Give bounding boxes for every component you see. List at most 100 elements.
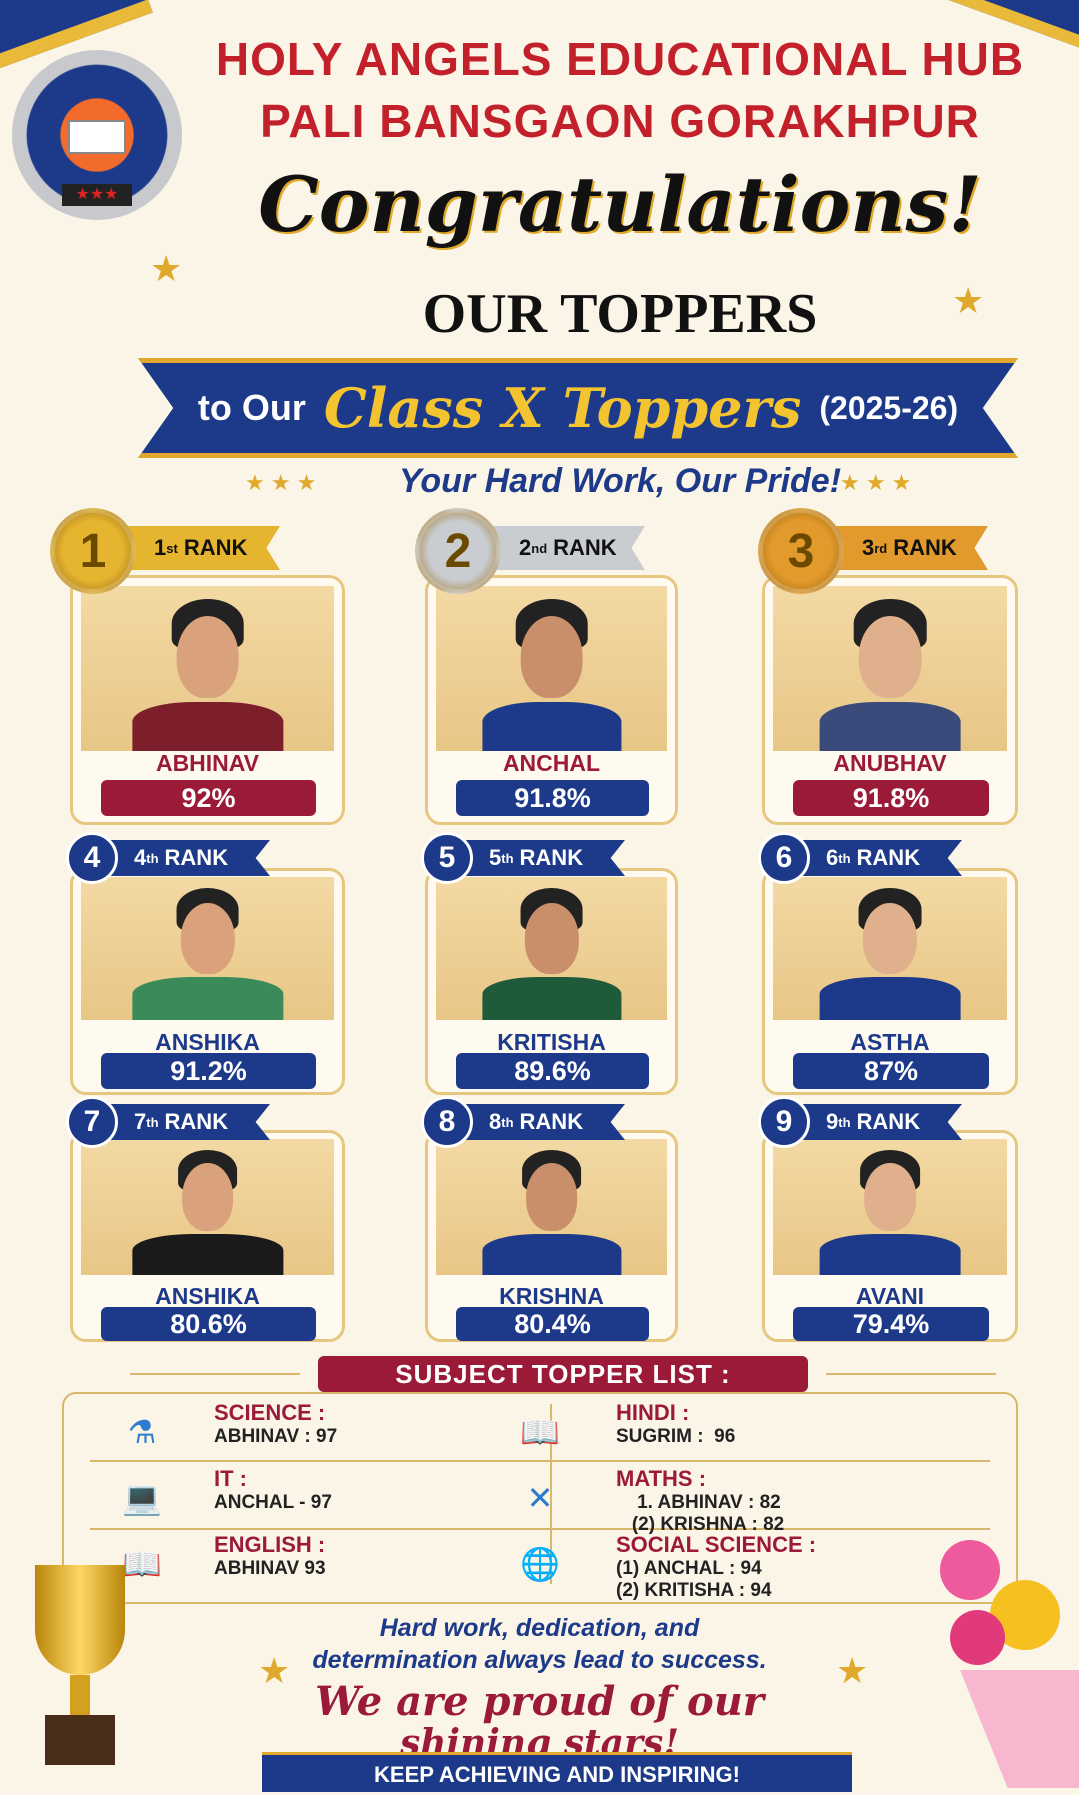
subject-topper: ABHINAV 93 <box>214 1558 326 1579</box>
subject-topper-title: SUBJECT TOPPER LIST : <box>318 1356 808 1392</box>
rank-number: 2 <box>519 535 532 560</box>
topper-card: KRITISHA 89.6% <box>425 868 678 1095</box>
subject-entry: IT : ANCHAL - 97 <box>214 1466 332 1514</box>
star-icon: ★ <box>952 280 985 321</box>
star-icon: ★ <box>150 248 183 289</box>
subject-name: SOCIAL SCIENCE : <box>616 1532 817 1557</box>
student-photo <box>436 877 667 1020</box>
globe-icon: 🌐 <box>520 1546 560 1582</box>
student-percentage: 91.2% <box>101 1053 316 1089</box>
school-logo: ★★★ <box>12 50 182 220</box>
star-icon: ★ ★ ★ <box>840 470 912 495</box>
student-name: ANCHAL <box>502 750 601 776</box>
star-icon: ★ ★ ★ <box>245 470 317 495</box>
flower-bouquet-icon <box>930 1540 1079 1788</box>
book-icon <box>68 120 126 154</box>
laptop-icon: 💻 <box>122 1480 162 1516</box>
student-name: ANSHIKA <box>155 1283 260 1309</box>
subject-topper: (1) ANCHAL : 94 (2) KRITISHA : 94 <box>616 1558 772 1601</box>
class-banner: to Our Class X Toppers (2025-26) <box>138 358 1018 458</box>
rank-number: 4 <box>134 845 147 870</box>
quote-line-1: Hard work, dedication, and <box>379 1614 700 1642</box>
rank-text: RANK <box>519 1109 584 1134</box>
divider <box>90 1460 990 1462</box>
rank-text: RANK <box>856 845 921 870</box>
student-photo <box>81 1139 334 1275</box>
rank-ordinal: th <box>146 850 159 866</box>
rank-ordinal: th <box>501 850 514 866</box>
student-name: AVANI <box>855 1283 925 1309</box>
subject-topper: SUGRIM : 96 <box>616 1426 736 1447</box>
student-photo <box>773 877 1007 1020</box>
rank-ordinal: th <box>838 850 851 866</box>
rank-number: 5 <box>489 845 502 870</box>
rank-text: RANK <box>164 845 229 870</box>
student-name: ASTHA <box>850 1029 930 1055</box>
subject-entry: SOCIAL SCIENCE : (1) ANCHAL : 94 (2) KRI… <box>616 1532 816 1602</box>
rank-number: 9 <box>826 1109 839 1134</box>
subject-name: ENGLISH : <box>214 1532 326 1557</box>
topper-card: KRISHNA 80.4% <box>425 1130 678 1342</box>
subject-name: HINDI : <box>616 1400 690 1425</box>
banner-year: (2025-26) <box>819 389 959 426</box>
rank-ordinal: th <box>838 1114 851 1130</box>
trophy-icon <box>10 1565 150 1765</box>
rank-number: 6 <box>826 845 839 870</box>
rank-ordinal: th <box>146 1114 159 1130</box>
star-icon: ★★★ <box>62 184 132 206</box>
footer-ribbon: KEEP ACHIEVING AND INSPIRING! <box>262 1752 852 1792</box>
student-photo <box>81 877 334 1020</box>
student-percentage: 87% <box>793 1053 989 1089</box>
divider <box>550 1404 552 1584</box>
rank-number-badge: 7 <box>66 1096 118 1148</box>
subject-topper-list: ⚗ SCIENCE : ABHINAV : 97 📖 HINDI : SUGRIM… <box>62 1392 1018 1604</box>
school-name: HOLY ANGELS EDUCATIONAL HUB <box>215 33 1025 85</box>
quote-line-2: determination always lead to success. <box>312 1646 767 1674</box>
topper-card: ABHINAV 92% <box>70 575 345 825</box>
student-name: ABHINAV <box>155 750 260 776</box>
flask-icon: ⚗ <box>127 1414 157 1450</box>
topper-card: ANSHIKA 80.6% <box>70 1130 345 1342</box>
subject-topper: 1. ABHINAV : 82 (2) KRISHNA : 82 <box>631 1492 785 1535</box>
subject-name: IT : <box>214 1466 247 1491</box>
student-percentage: 92% <box>101 780 316 816</box>
student-name: ANSHIKA <box>155 1029 260 1055</box>
rank-ordinal: nd <box>531 540 548 556</box>
rank-medal-icon: 2 <box>415 508 501 594</box>
topper-card: ASTHA 87% <box>762 868 1018 1095</box>
rank-medal-icon: 3 <box>758 508 844 594</box>
toppers-heading: OUR TOPPERS <box>422 283 818 345</box>
subject-topper: ABHINAV : 97 <box>214 1426 338 1447</box>
rank-number: 1 <box>154 535 167 560</box>
congratulations-heading: Congratulations! <box>258 160 982 249</box>
student-photo <box>81 586 334 751</box>
student-name: KRITISHA <box>497 1029 606 1055</box>
student-percentage: 79.4% <box>793 1307 989 1341</box>
rank-ordinal: st <box>166 540 178 556</box>
student-photo <box>773 586 1007 751</box>
student-percentage: 91.8% <box>456 780 649 816</box>
rank-ordinal: th <box>501 1114 514 1130</box>
rank-text: RANK <box>893 535 957 560</box>
student-photo <box>436 1139 667 1275</box>
tagline: Your Hard Work, Our Pride! <box>398 462 842 500</box>
subject-entry: ENGLISH : ABHINAV 93 <box>214 1532 326 1580</box>
rank-number: 7 <box>134 1109 147 1134</box>
student-name: KRISHNA <box>499 1283 604 1309</box>
rank-number-badge: 4 <box>66 832 118 884</box>
rank-text: RANK <box>164 1109 229 1134</box>
student-percentage: 80.6% <box>101 1307 316 1341</box>
topper-card: ANSHIKA 91.2% <box>70 868 345 1095</box>
rank-text: RANK <box>856 1109 921 1134</box>
proud-line-1: We are proud of our <box>315 1678 764 1725</box>
rank-number-badge: 6 <box>758 832 810 884</box>
book-icon: 📖 <box>122 1546 162 1582</box>
rank-medal-icon: 1 <box>50 508 136 594</box>
subject-entry: MATHS : 1. ABHINAV : 82 (2) KRISHNA : 82 <box>616 1466 784 1536</box>
